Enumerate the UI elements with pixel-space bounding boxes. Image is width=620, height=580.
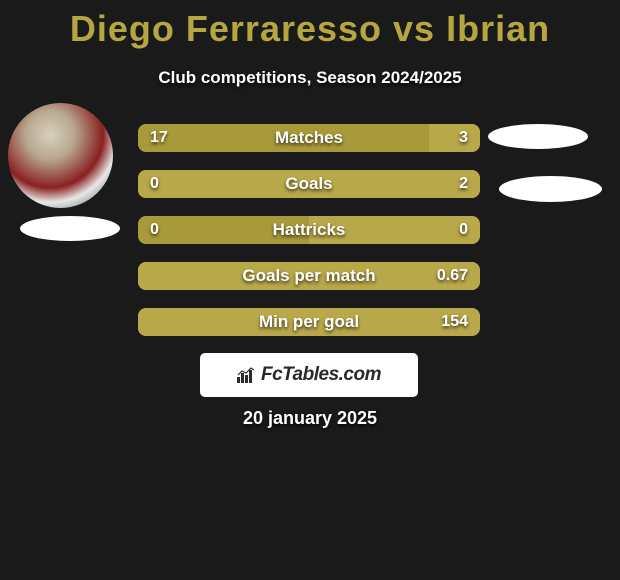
stat-row: 17Matches3	[138, 124, 480, 152]
brand-badge[interactable]: FcTables.com	[200, 353, 418, 397]
player-left-avatar	[8, 103, 113, 208]
stat-value-right: 3	[459, 129, 468, 147]
stat-label: Min per goal	[138, 312, 480, 332]
stat-row: Min per goal154	[138, 308, 480, 336]
stat-row: 0Hattricks0	[138, 216, 480, 244]
stat-label: Matches	[138, 128, 480, 148]
stat-label: Goals	[138, 174, 480, 194]
comparison-card: Diego Ferraresso vs Ibrian Club competit…	[0, 0, 620, 580]
stat-value-right: 0.67	[437, 267, 468, 285]
stat-label: Goals per match	[138, 266, 480, 286]
stat-value-right: 154	[441, 313, 468, 331]
stats-bars: 17Matches30Goals20Hattricks0Goals per ma…	[138, 124, 480, 354]
stat-value-right: 2	[459, 175, 468, 193]
date-label: 20 january 2025	[0, 408, 620, 429]
placeholder-ellipse	[499, 176, 602, 202]
stat-value-right: 0	[459, 221, 468, 239]
placeholder-ellipse	[488, 124, 588, 149]
chart-icon	[237, 367, 257, 383]
placeholder-ellipse	[20, 216, 120, 241]
stat-row: Goals per match0.67	[138, 262, 480, 290]
subtitle: Club competitions, Season 2024/2025	[0, 68, 620, 88]
brand-label: FcTables.com	[261, 364, 381, 386]
stat-row: 0Goals2	[138, 170, 480, 198]
page-title: Diego Ferraresso vs Ibrian	[0, 0, 620, 50]
stat-label: Hattricks	[138, 220, 480, 240]
